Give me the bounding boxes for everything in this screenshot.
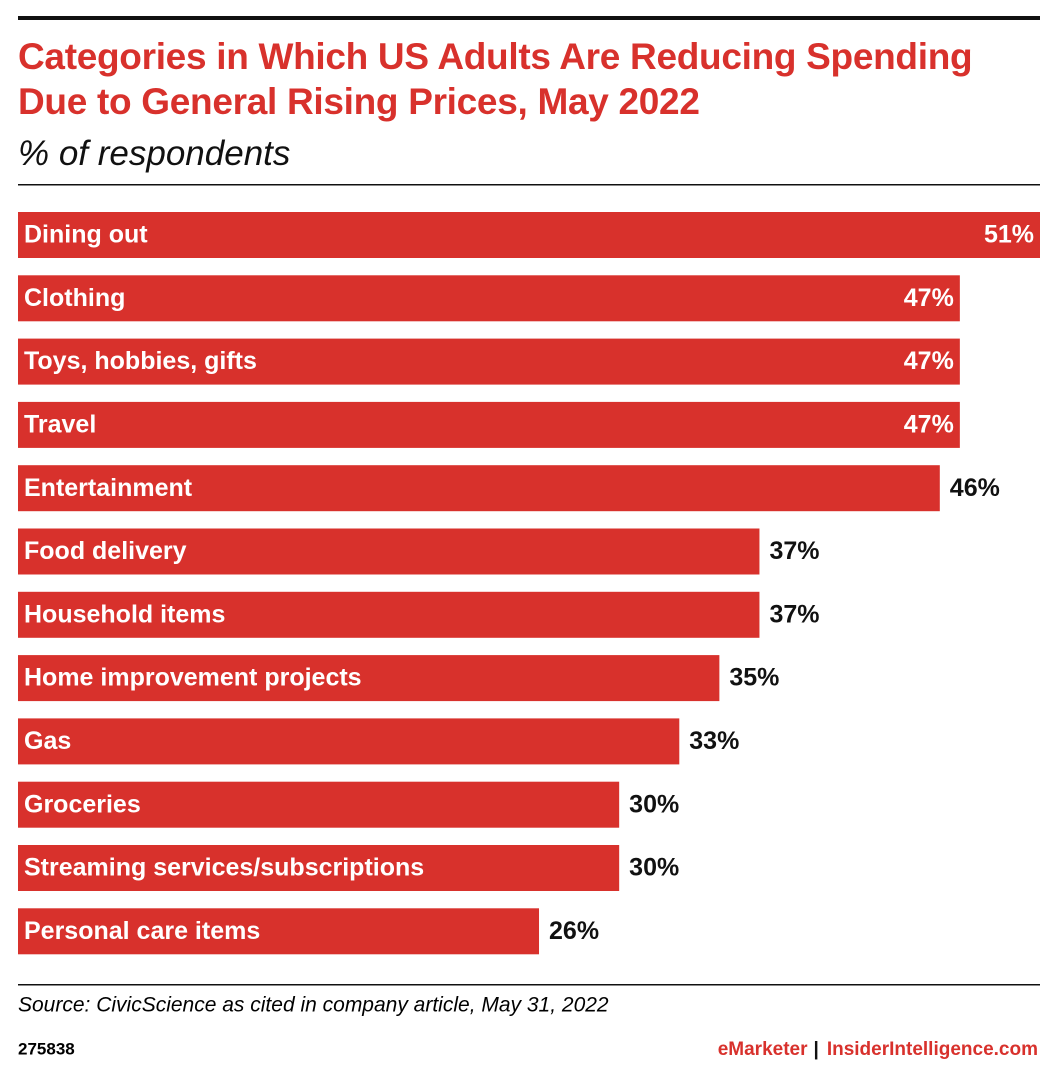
bar [18, 212, 1040, 258]
category-label: Toys, hobbies, gifts [24, 347, 257, 375]
bar [18, 908, 540, 955]
bar [18, 845, 620, 891]
category-label: Groceries [24, 790, 141, 818]
chart-title: Categories in Which US Adults Are Reduci… [18, 36, 973, 122]
source: Source: CivicScience as cited in company… [18, 994, 609, 1017]
value-label: 30% [629, 854, 679, 882]
bar [18, 465, 940, 512]
bar [18, 401, 960, 448]
bar [18, 338, 960, 385]
value-label: 33% [689, 727, 739, 755]
value-label: 26% [549, 917, 599, 945]
value-label: 51% [984, 221, 1034, 249]
category-label: Clothing [24, 284, 125, 312]
category-label: Streaming services/subscriptions [24, 854, 424, 882]
site: InsiderIntelligence.com [827, 1039, 1038, 1060]
category-label: Gas [24, 727, 71, 755]
header-rule [18, 184, 1040, 186]
value-label: 30% [629, 790, 679, 818]
bar [18, 275, 960, 322]
value-label: 37% [769, 537, 819, 565]
category-label: Dining out [24, 221, 148, 249]
top-rule [18, 16, 1040, 20]
bar [18, 781, 620, 828]
category-label: Household items [24, 600, 225, 628]
publisher: eMarketer [718, 1039, 808, 1060]
chart-id: 275838 [18, 1039, 75, 1058]
chart-subtitle: % of respondents [18, 134, 291, 173]
brand: eMarketer | InsiderIntelligence.com [718, 1039, 1038, 1060]
category-label: Personal care items [24, 917, 260, 945]
value-label: 46% [950, 474, 1000, 502]
separator: | [814, 1039, 819, 1060]
bar [18, 718, 680, 765]
category-label: Home improvement projects [24, 664, 362, 692]
value-label: 47% [904, 284, 954, 312]
category-label: Entertainment [24, 474, 193, 502]
category-label: Food delivery [24, 537, 187, 565]
value-label: 47% [904, 411, 954, 439]
category-label: Travel [24, 411, 96, 439]
bar [18, 655, 720, 702]
value-label: 35% [729, 664, 779, 692]
footer-rule [18, 984, 1040, 986]
bar [18, 528, 760, 575]
value-label: 37% [769, 600, 819, 628]
bar [18, 591, 760, 638]
value-label: 47% [904, 347, 954, 375]
